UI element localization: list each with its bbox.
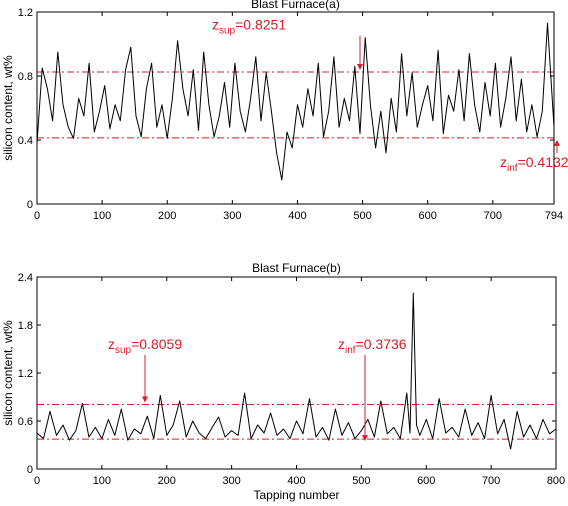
x-tick-label: 400 — [288, 210, 306, 222]
x-tick-label: 300 — [222, 475, 240, 487]
y-tick-label: 1.2 — [18, 7, 33, 19]
threshold-label-inf: zinf=0.4132 — [500, 154, 568, 174]
plot-area-frame — [36, 11, 555, 205]
threshold-label-inf: zinf=0.3736 — [338, 336, 407, 356]
y-tick-label: 0.8 — [18, 71, 33, 83]
threshold-subscript: inf — [345, 345, 356, 356]
threshold-value: =0.4132 — [518, 154, 568, 170]
x-tick-label: 400 — [287, 475, 305, 487]
x-tick-label: 500 — [353, 210, 371, 222]
x-tick-label: 100 — [93, 210, 111, 222]
x-tick-label: 0 — [34, 475, 40, 487]
chart-title: Blast Furnace(a) — [251, 0, 340, 11]
y-tick-label: 0.4 — [18, 135, 33, 147]
threshold-symbol: z — [108, 336, 115, 352]
threshold-value: =0.8059 — [131, 336, 182, 352]
x-tick-label: 200 — [158, 210, 176, 222]
threshold-arrowhead-inf — [362, 435, 368, 442]
x-tick-label: 500 — [352, 475, 370, 487]
x-tick-label: 300 — [223, 210, 241, 222]
y-tick-label: 2.4 — [18, 272, 33, 284]
chart-title: Blast Furnace(b) — [252, 261, 341, 275]
series-line — [36, 292, 557, 450]
x-tick-label: 700 — [484, 210, 502, 222]
threshold-symbol: z — [500, 154, 507, 170]
y-tick-label: 1.2 — [18, 368, 33, 380]
threshold-value: =0.3736 — [356, 336, 407, 352]
x-tick-label: 0 — [34, 210, 40, 222]
x-tick-label: 600 — [417, 475, 435, 487]
series-line — [36, 22, 555, 181]
threshold-symbol: z — [338, 336, 345, 352]
x-tick-label: 600 — [419, 210, 437, 222]
threshold-subscript: inf — [507, 163, 518, 174]
chart-panel-b: Blast Furnace(b) silicon content, wt% Tapp… — [1, 261, 565, 502]
y-axis-label: silicon content, wt% — [1, 320, 15, 426]
x-tick-label: 800 — [547, 475, 565, 487]
threshold-label-sup: zsup=0.8059 — [108, 336, 182, 356]
chart-panel-a: Blast Furnace(a)silicon content, wt%zsup… — [1, 0, 568, 222]
threshold-symbol: z — [212, 17, 219, 33]
plot-area-frame — [36, 276, 557, 470]
y-tick-label: 0 — [27, 464, 33, 476]
y-tick-label: 0 — [27, 199, 33, 211]
y-axis-label: silicon content, wt% — [1, 55, 15, 161]
x-tick-label: 794 — [545, 210, 563, 222]
threshold-arrowhead-sup — [142, 396, 148, 403]
threshold-arrowhead-sup — [357, 63, 363, 70]
y-tick-label: 0.6 — [18, 416, 33, 428]
threshold-subscript: sup — [115, 345, 132, 356]
threshold-label-sup: zsup=0.8251 — [212, 17, 286, 37]
threshold-value: =0.8251 — [235, 17, 286, 33]
threshold-arrowhead-inf — [554, 139, 560, 146]
x-axis-label: Tapping number — [253, 488, 339, 502]
threshold-subscript: sup — [219, 26, 236, 37]
x-tick-label: 100 — [93, 475, 111, 487]
x-tick-label: 700 — [482, 475, 500, 487]
y-tick-label: 1.8 — [18, 320, 33, 332]
x-tick-label: 200 — [158, 475, 176, 487]
